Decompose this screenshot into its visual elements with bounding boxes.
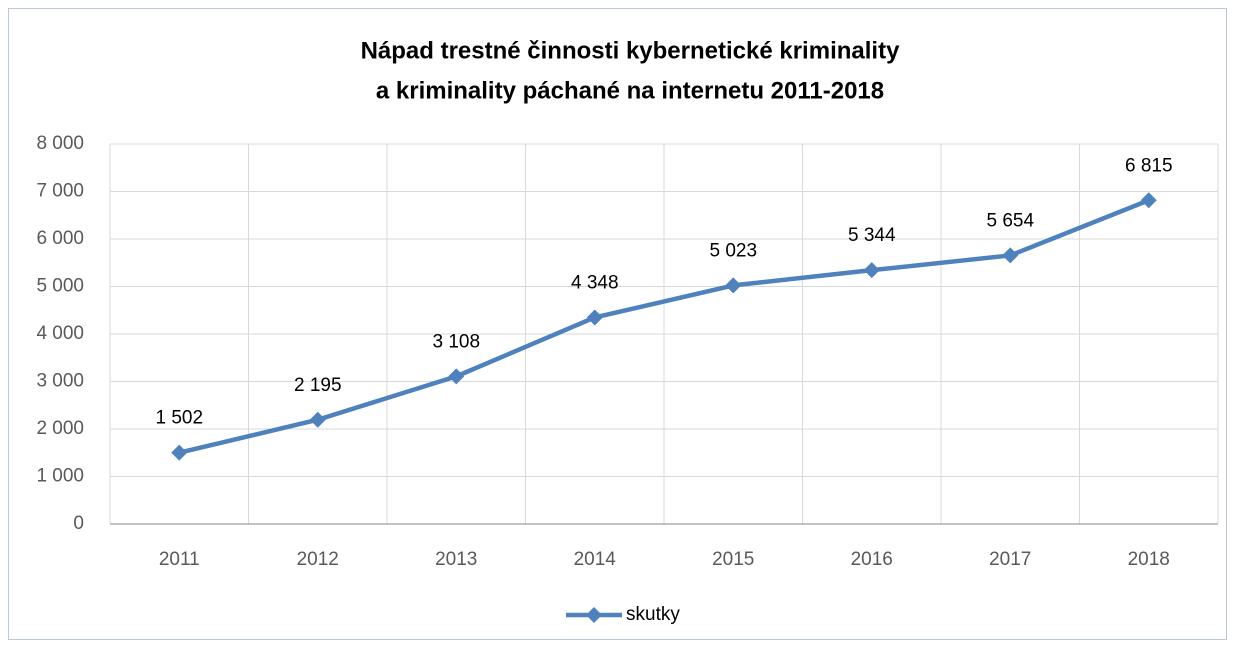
chart-border: [8, 8, 1227, 640]
data-point: [863, 262, 880, 279]
x-tick-label: 2015: [712, 549, 754, 570]
y-tick-label: 4 000: [36, 323, 84, 344]
y-tick-label: 1 000: [36, 466, 84, 487]
data-label: 5 023: [709, 240, 757, 261]
x-tick-label: 2011: [159, 549, 200, 570]
y-tick-label: 2 000: [36, 418, 84, 439]
chart-title: Nápad trestné činnosti kybernetické krim…: [361, 37, 901, 64]
data-point: [309, 411, 326, 428]
y-tick-label: 3 000: [36, 371, 84, 392]
chart-title: a kriminality páchané na internetu 2011-…: [376, 77, 884, 104]
data-label: 1 502: [155, 408, 203, 429]
data-point: [1140, 192, 1157, 209]
x-tick-label: 2014: [574, 549, 617, 570]
data-label: 3 108: [432, 331, 480, 352]
y-tick-label: 5 000: [36, 276, 84, 297]
y-tick-label: 0: [73, 513, 84, 534]
series-line: [178, 198, 1150, 455]
x-tick-label: 2012: [297, 549, 339, 570]
data-point: [725, 277, 742, 294]
data-label: 6 815: [1125, 155, 1173, 176]
data-point: [586, 309, 603, 326]
data-point: [171, 444, 188, 461]
x-tick-label: 2017: [989, 549, 1031, 570]
data-label: 4 348: [571, 272, 619, 293]
data-label: 2 195: [294, 375, 342, 396]
legend-marker: [586, 607, 602, 623]
data-label: 5 344: [848, 225, 896, 246]
x-tick-label: 2013: [435, 549, 477, 570]
data-point: [1002, 247, 1019, 264]
legend-label: skutky: [626, 604, 680, 625]
y-tick-label: 6 000: [36, 228, 84, 249]
y-tick-label: 8 000: [36, 133, 84, 154]
data-label: 5 654: [986, 210, 1034, 231]
data-point: [448, 368, 465, 385]
x-tick-label: 2018: [1128, 549, 1170, 570]
y-tick-label: 7 000: [36, 181, 84, 202]
x-tick-label: 2016: [851, 549, 893, 570]
